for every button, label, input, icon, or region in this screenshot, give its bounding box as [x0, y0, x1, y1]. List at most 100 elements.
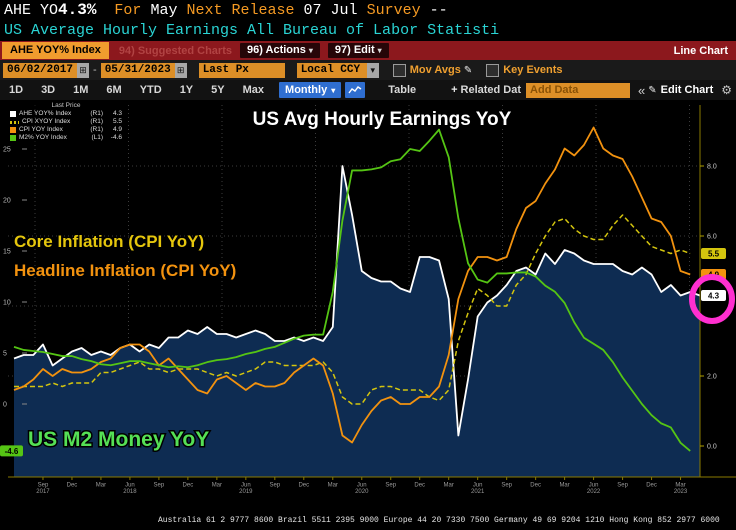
- price-field-input[interactable]: Last Px: [198, 62, 285, 78]
- x-axis-year-label: 2019: [239, 489, 253, 495]
- x-axis-month-label: Mar: [212, 483, 222, 489]
- left-axis-label: 10: [3, 300, 11, 307]
- pencil-icon: ✎: [648, 84, 657, 96]
- range-tab-1y[interactable]: 1Y: [179, 84, 194, 96]
- add-data-input[interactable]: [526, 82, 631, 98]
- currency-select[interactable]: Local CCY: [296, 62, 367, 78]
- last-value-badge-cpi_core: [701, 248, 726, 259]
- highlight-circle: [689, 274, 735, 324]
- legend-value: 5.5: [112, 118, 122, 125]
- range-tab-3d[interactable]: 3D: [41, 84, 56, 96]
- x-axis-year-label: 2022: [587, 489, 601, 495]
- series-line-cpi_core: [14, 214, 691, 405]
- gear-icon[interactable]: ⚙: [721, 83, 732, 97]
- period-toolbar: 1D 3D 1M 6M YTD 1Y 5Y Max Monthly ▾ Table + Rela…: [0, 80, 736, 100]
- x-axis-year-label: 2017: [36, 489, 50, 495]
- mov-avgs-label: Mov Avgs: [409, 64, 461, 76]
- x-axis-month-label: Sep: [617, 483, 628, 489]
- end-date-input[interactable]: 05/31/2023: [100, 62, 175, 78]
- legend-item[interactable]: AHE YOY% Index (R1) 4.3: [10, 110, 122, 118]
- range-tab-6m[interactable]: 6M: [106, 84, 122, 96]
- caret-down-icon: ▾: [377, 46, 382, 55]
- plus-icon: +: [451, 84, 458, 96]
- caret-down-icon[interactable]: ▾: [366, 62, 379, 78]
- legend-item[interactable]: M2% YOY Index (L1) -4.6: [10, 134, 122, 142]
- legend-swatch: [10, 120, 19, 124]
- next-release-date: 07 Jul: [303, 2, 358, 19]
- table-button[interactable]: Table: [388, 84, 417, 96]
- legend-scale: (R1): [90, 118, 103, 125]
- left-axis-label: 5: [3, 351, 7, 358]
- line-chart-icon[interactable]: [345, 82, 366, 98]
- annotation-title: US Avg Hourly Earnings YoY: [253, 109, 512, 130]
- frequency-select[interactable]: Monthly ▾: [279, 82, 342, 98]
- x-axis-year-label: 2021: [471, 489, 485, 495]
- legend-scale: (R1): [90, 126, 103, 133]
- range-tab-1d[interactable]: 1D: [9, 84, 24, 96]
- x-axis-month-label: Jun: [589, 483, 599, 489]
- last-value-badge-text: -4.6: [5, 447, 19, 456]
- calendar-icon[interactable]: ⊞: [77, 62, 90, 78]
- legend-value: -4.6: [110, 134, 122, 141]
- right-axis-label: 8.0: [707, 164, 717, 171]
- x-axis-month-label: Jun: [473, 483, 483, 489]
- edit-menu[interactable]: 97) Edit ▾: [327, 43, 389, 58]
- start-date-input[interactable]: 06/02/2017: [3, 62, 78, 78]
- range-tab-max[interactable]: Max: [242, 84, 265, 96]
- legend-item[interactable]: CPI XYOY Index (R1) 5.5: [10, 118, 122, 126]
- legend-label: CPI XYOY Index: [22, 118, 71, 125]
- terminal-footer: Australia 61 2 9777 8600 Brazil 5511 239…: [0, 492, 736, 530]
- key-events-checkbox[interactable]: [486, 63, 500, 77]
- annotation-headline: Headline Inflation (CPI YoY): [14, 261, 236, 280]
- x-axis-month-label: Dec: [414, 483, 425, 489]
- actions-menu[interactable]: 96) Actions ▾: [239, 43, 320, 58]
- x-axis-month-label: Jun: [357, 483, 367, 489]
- x-axis-month-label: Sep: [269, 483, 280, 489]
- legend-label: AHE YOY% Index: [19, 110, 72, 117]
- right-tool-group: + Related Dat « ✎ Edit Chart ⚙: [451, 82, 732, 98]
- edit-chart-button[interactable]: Edit Chart: [660, 84, 714, 96]
- last-value-badge-ahe: [701, 290, 726, 301]
- next-release-label: Next Release: [186, 2, 295, 19]
- range-tab-5y[interactable]: 5Y: [211, 84, 225, 96]
- annotation-m2: US M2 Money YoY: [28, 428, 209, 451]
- security-bar: AHE YOY% Index 94) Suggested Charts 96) …: [0, 41, 736, 60]
- right-axis-label: 6.0: [707, 234, 717, 241]
- mov-avgs-checkbox[interactable]: [392, 63, 406, 77]
- ticker: AHE YO: [4, 2, 59, 19]
- for-label: For: [114, 2, 142, 19]
- x-axis-month-label: Sep: [38, 483, 49, 489]
- key-events-label: Key Events: [503, 64, 563, 76]
- last-value-badge-text: 4.3: [708, 292, 720, 301]
- legend-label: M2% YOY Index: [19, 134, 67, 141]
- chevron-double-left-icon[interactable]: «: [638, 82, 646, 98]
- x-axis-year-label: 2023: [674, 489, 688, 495]
- suggested-charts-button[interactable]: 94) Suggested Charts: [118, 44, 232, 57]
- series-line-cpi_headline: [13, 126, 691, 444]
- right-axis-label: 0.0: [707, 444, 717, 451]
- legend-swatch: [10, 127, 16, 133]
- x-axis-month-label: Mar: [559, 483, 569, 489]
- legend-items: AHE YOY% Index (R1) 4.3 CPI XYOY Index (R1) 5…: [10, 110, 122, 142]
- x-axis-year-label: 2018: [123, 489, 137, 495]
- x-axis-month-label: Dec: [67, 483, 78, 489]
- x-axis-year-label: 2020: [355, 489, 369, 495]
- legend-scale: (L1): [91, 134, 103, 141]
- calendar-icon[interactable]: ⊞: [174, 62, 187, 78]
- survey-label: Survey: [366, 2, 421, 19]
- range-tab-ytd[interactable]: YTD: [139, 84, 162, 96]
- related-data-button[interactable]: Related Dat: [460, 84, 522, 96]
- index-tab[interactable]: AHE YOY% Index: [2, 42, 109, 59]
- pencil-icon[interactable]: ✎: [463, 64, 473, 76]
- range-separator: -: [93, 64, 97, 76]
- legend-swatch: [10, 135, 16, 141]
- range-tab-1m[interactable]: 1M: [73, 84, 89, 96]
- x-axis-month-label: Mar: [96, 483, 106, 489]
- left-axis-label: 0: [3, 402, 7, 409]
- x-axis-month-label: Sep: [154, 483, 165, 489]
- legend-item[interactable]: CPI YOY Index (R1) 4.9: [10, 126, 122, 134]
- view-mode-label: Line Chart: [673, 44, 728, 57]
- legend-scale: (R1): [90, 110, 103, 117]
